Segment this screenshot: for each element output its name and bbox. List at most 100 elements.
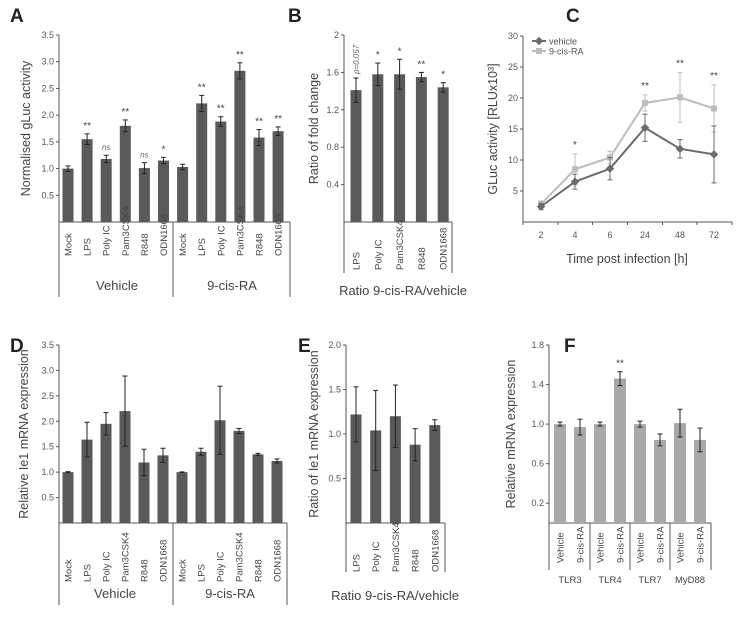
group-label: TLR3 — [558, 575, 581, 586]
category-label: R848 — [140, 559, 151, 582]
y-axis-label: Relative Ie1 mRNA expression — [17, 349, 31, 519]
significance-label: ** — [83, 121, 91, 132]
x-tick-label: 24 — [640, 230, 650, 240]
significance-label: ** — [418, 59, 426, 70]
y-axis-label: Normalised gLuc activity — [19, 60, 33, 196]
data-point — [675, 144, 685, 154]
panel-letter: A — [10, 6, 24, 27]
bar — [271, 460, 283, 523]
category-label: 9-cis-RA — [616, 526, 627, 563]
panel-letter: D — [10, 336, 24, 357]
bar — [389, 416, 401, 523]
series-line-cis-ra — [540, 96, 715, 205]
significance-label: ** — [274, 114, 282, 125]
x-tick-label: 4 — [572, 230, 577, 240]
data-point — [711, 105, 717, 112]
significance-label: ** — [616, 359, 624, 370]
y-tick-label: 1.5 — [328, 385, 341, 395]
x-axis-label: Time post infection [h] — [566, 252, 688, 266]
bar — [429, 425, 441, 523]
significance-label: * — [573, 140, 577, 151]
category-label: Mock — [64, 233, 75, 256]
category-label: Vehicle — [636, 532, 647, 563]
significance-label: ** — [676, 59, 684, 70]
significance-label: ** — [641, 81, 649, 92]
bar — [372, 74, 384, 223]
y-tick-label: 1.2 — [326, 105, 339, 115]
category-label: Vehicle — [676, 532, 687, 563]
bar — [415, 77, 427, 222]
bar — [394, 74, 406, 223]
y-axis-label: Relative mRNA expression — [504, 360, 518, 509]
bar — [195, 451, 207, 523]
y-tick-label: 1.4 — [531, 380, 544, 390]
significance-label: ** — [255, 117, 263, 128]
category-label: 9-cis-RA — [576, 526, 587, 563]
group-label: TLR4 — [598, 575, 621, 586]
category-label: LPS — [83, 238, 94, 256]
bar — [158, 160, 169, 222]
y-tick-label: 3.0 — [41, 365, 54, 375]
y-tick-label: 2.0 — [41, 110, 54, 120]
bar — [252, 454, 264, 523]
data-point — [642, 99, 648, 106]
significance-label: ** — [121, 107, 129, 118]
group-label: Vehicle — [94, 586, 136, 601]
category-label: Mock — [64, 559, 75, 582]
bar — [350, 90, 362, 222]
bar — [196, 103, 208, 222]
y-axis-label: GLuc activity [RLUx10³] — [486, 63, 500, 194]
x-tick-label: 6 — [607, 230, 612, 240]
bar — [234, 70, 246, 222]
bar — [138, 168, 150, 222]
y-tick-label: 1.0 — [328, 429, 341, 439]
data-point — [709, 150, 719, 159]
y-tick-label: 2 — [334, 30, 339, 40]
category-label: Pam3CSK4 — [121, 532, 132, 582]
category-label: Mock — [178, 559, 189, 582]
bar — [554, 424, 566, 523]
y-tick-label: 20 — [508, 93, 518, 103]
x-tick-label: 48 — [675, 230, 685, 240]
bar — [253, 137, 265, 222]
y-tick-label: 10 — [508, 155, 518, 165]
category-label: Pam3CSK4 — [391, 522, 402, 572]
bar — [614, 378, 626, 523]
significance-label: ns — [102, 143, 110, 152]
bar — [272, 131, 284, 222]
bar — [350, 414, 362, 523]
y-tick-label: 2.5 — [41, 391, 54, 401]
significance-label: ** — [198, 82, 206, 93]
category-label: LPS — [83, 564, 94, 582]
category-label: ODN1668 — [159, 540, 170, 582]
bar — [81, 439, 93, 523]
y-tick-label: 1.0 — [41, 164, 54, 174]
category-label: LPS — [197, 564, 208, 582]
y-tick-label: 3.5 — [41, 340, 54, 350]
y-tick-label: 1.5 — [41, 442, 54, 452]
category-label: ODN1668 — [430, 530, 441, 572]
bar — [214, 420, 226, 523]
y-tick-label: 1.5 — [41, 137, 54, 147]
y-tick-label: 0.5 — [41, 493, 54, 503]
y-tick-label: 5 — [513, 186, 518, 196]
bar — [157, 455, 169, 523]
bar — [100, 158, 112, 222]
significance-label: ** — [710, 71, 718, 82]
group-label: Ratio 9-cis-RA/vehicle — [339, 283, 467, 298]
legend-marker — [536, 48, 542, 54]
category-label: LPS — [352, 252, 363, 270]
category-label: Vehicle — [556, 532, 567, 563]
significance-label: * — [398, 46, 402, 57]
category-label: Pam3CSK4 — [235, 206, 246, 256]
category-label: ODN1668 — [274, 214, 285, 256]
category-label: ODN1668 — [159, 214, 170, 256]
category-label: Pam3CSK4 — [395, 220, 406, 270]
category-label: LPS — [197, 238, 208, 256]
bar — [119, 411, 131, 523]
x-tick-label: 2 — [538, 230, 543, 240]
x-tick-label: 72 — [709, 230, 719, 240]
panel-f: F 0.2 0.6 1.0 1.4 1.8 Relative mRNA expression… — [504, 336, 712, 586]
bar — [119, 125, 131, 222]
